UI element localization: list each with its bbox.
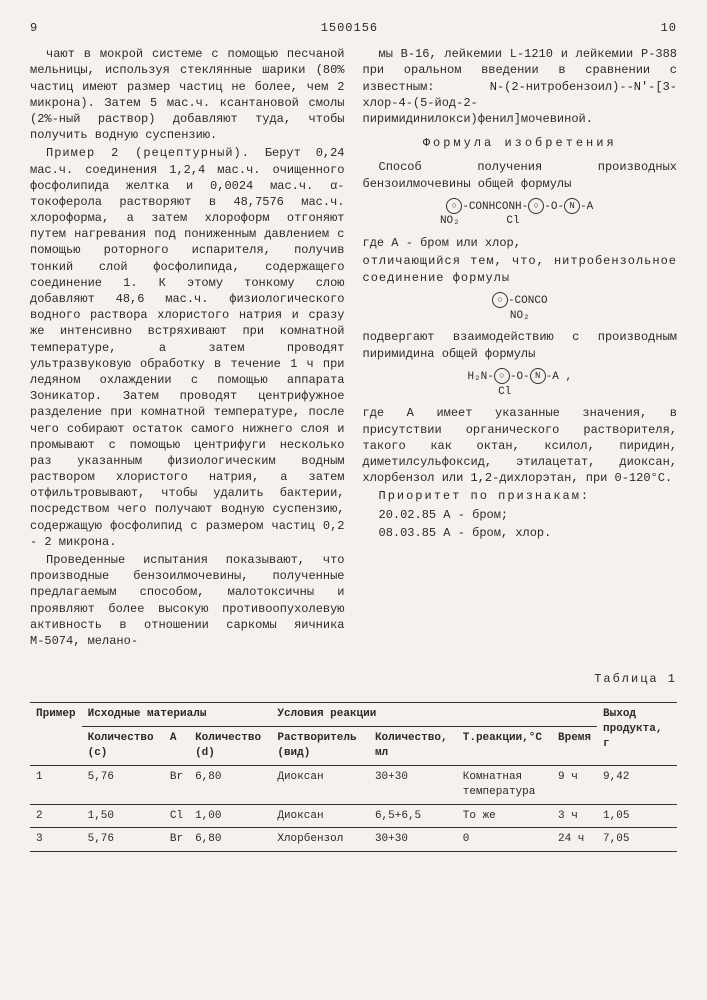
right-p1: мы В-16, лейкемии L-1210 и лейкемии Р-38… bbox=[363, 46, 678, 127]
chemical-formula-2: ○-CONCO NO₂ bbox=[363, 292, 678, 324]
cell-c: 5,76 bbox=[82, 765, 164, 804]
priority-2: 08.03.85 А - бром, хлор. bbox=[363, 525, 678, 541]
th-qty-ml: Количество, мл bbox=[369, 727, 457, 766]
cell-qty: 30+30 bbox=[369, 765, 457, 804]
th-yield: Выход продукта, г bbox=[597, 703, 677, 766]
th-temp: Т.реакции,°С bbox=[457, 727, 552, 766]
cell-n: 3 bbox=[30, 828, 82, 852]
right-p3: где А - бром или хлор, bbox=[363, 235, 678, 251]
table-title: Таблица 1 bbox=[30, 671, 677, 687]
cell-yield: 1,05 bbox=[597, 804, 677, 828]
table-row: 2 1,50 Cl 1,00 Диоксан 6,5+6,5 То же 3 ч… bbox=[30, 804, 677, 828]
chemical-formula-1: ○-CONHCONH-○-O-N-A NO₂ Cl bbox=[363, 198, 678, 230]
pyrimidine-ring-icon: N bbox=[530, 368, 546, 384]
left-p2-text: Берут 0,24 мас.ч. соединения 1,2,4 мас.ч… bbox=[30, 146, 345, 549]
page-num-left: 9 bbox=[30, 20, 38, 36]
cell-n: 1 bbox=[30, 765, 82, 804]
example-label: Пример 2 (рецептурный). bbox=[46, 146, 250, 160]
formula2-no2: NO₂ bbox=[510, 310, 530, 322]
cell-d: 1,00 bbox=[189, 804, 271, 828]
right-p4: отличающийся тем, что, нитробензольное с… bbox=[363, 253, 678, 285]
benzene-ring-icon: ○ bbox=[494, 368, 510, 384]
cell-solv: Диоксан bbox=[271, 804, 369, 828]
formula-section-header: Формула изобретения bbox=[363, 135, 678, 151]
table-header-row-1: Пример Исходные материалы Условия реакци… bbox=[30, 703, 677, 727]
benzene-ring-icon: ○ bbox=[492, 292, 508, 308]
formula1-no2: NO₂ bbox=[440, 215, 460, 227]
cell-a: Br bbox=[164, 828, 189, 852]
right-p6: где А имеет указанные значения, в присут… bbox=[363, 405, 678, 486]
page-header: 9 1500156 10 bbox=[30, 20, 677, 36]
table-row: 3 5,76 Br 6,80 Хлорбензол 30+30 0 24 ч 7… bbox=[30, 828, 677, 852]
th-conditions: Условия реакции bbox=[271, 703, 597, 727]
cell-c: 1,50 bbox=[82, 804, 164, 828]
results-table: Пример Исходные материалы Условия реакци… bbox=[30, 702, 677, 852]
th-materials: Исходные материалы bbox=[82, 703, 272, 727]
priority-1: 20.02.85 А - бром; bbox=[363, 507, 678, 523]
cell-d: 6,80 bbox=[189, 765, 271, 804]
cell-yield: 9,42 bbox=[597, 765, 677, 804]
cell-n: 2 bbox=[30, 804, 82, 828]
formula1-cl: Cl bbox=[506, 215, 519, 227]
right-column: мы В-16, лейкемии L-1210 и лейкемии Р-38… bbox=[363, 46, 678, 651]
left-p1: чают в мокрой системе с помощью песчаной… bbox=[30, 46, 345, 143]
two-column-layout: чают в мокрой системе с помощью песчаной… bbox=[30, 46, 677, 651]
cell-temp: Комнатная температура bbox=[457, 765, 552, 804]
right-p5: подвергают взаимодействию с производным … bbox=[363, 329, 678, 361]
left-p3: Проведенные испытания показывают, что пр… bbox=[30, 552, 345, 649]
table-header-row-2: Количество (c) А Количество (d) Раствори… bbox=[30, 727, 677, 766]
cell-qty: 6,5+6,5 bbox=[369, 804, 457, 828]
right-p2: Способ получения производных бензоилмоче… bbox=[363, 159, 678, 191]
page-num-right: 10 bbox=[661, 20, 677, 36]
th-solvent: Растворитель (вид) bbox=[271, 727, 369, 766]
th-time: Время bbox=[552, 727, 597, 766]
cell-qty: 30+30 bbox=[369, 828, 457, 852]
cell-yield: 7,05 bbox=[597, 828, 677, 852]
cell-time: 9 ч bbox=[552, 765, 597, 804]
chemical-formula-3: H₂N-○-O-N-A , Cl bbox=[363, 368, 678, 400]
th-example: Пример bbox=[30, 703, 82, 766]
document-number: 1500156 bbox=[321, 20, 378, 36]
th-qty-d: Количество (d) bbox=[189, 727, 271, 766]
cell-a: Cl bbox=[164, 804, 189, 828]
th-qty-c: Количество (c) bbox=[82, 727, 164, 766]
left-column: чают в мокрой системе с помощью песчаной… bbox=[30, 46, 345, 651]
cell-time: 3 ч bbox=[552, 804, 597, 828]
cell-solv: Хлорбензол bbox=[271, 828, 369, 852]
formula3-cl: Cl bbox=[498, 386, 511, 398]
cell-temp: 0 bbox=[457, 828, 552, 852]
th-a: А bbox=[164, 727, 189, 766]
table-body: 1 5,76 Br 6,80 Диоксан 30+30 Комнатная т… bbox=[30, 765, 677, 851]
cell-a: Br bbox=[164, 765, 189, 804]
benzene-ring-icon: ○ bbox=[446, 198, 462, 214]
pyrimidine-ring-icon: N bbox=[564, 198, 580, 214]
priority-header: Приоритет по признакам: bbox=[363, 488, 678, 504]
cell-d: 6,80 bbox=[189, 828, 271, 852]
cell-solv: Диоксан bbox=[271, 765, 369, 804]
cell-time: 24 ч bbox=[552, 828, 597, 852]
cell-c: 5,76 bbox=[82, 828, 164, 852]
benzene-ring-icon: ○ bbox=[528, 198, 544, 214]
left-p2: Пример 2 (рецептурный). Берут 0,24 мас.ч… bbox=[30, 145, 345, 550]
cell-temp: То же bbox=[457, 804, 552, 828]
table-row: 1 5,76 Br 6,80 Диоксан 30+30 Комнатная т… bbox=[30, 765, 677, 804]
